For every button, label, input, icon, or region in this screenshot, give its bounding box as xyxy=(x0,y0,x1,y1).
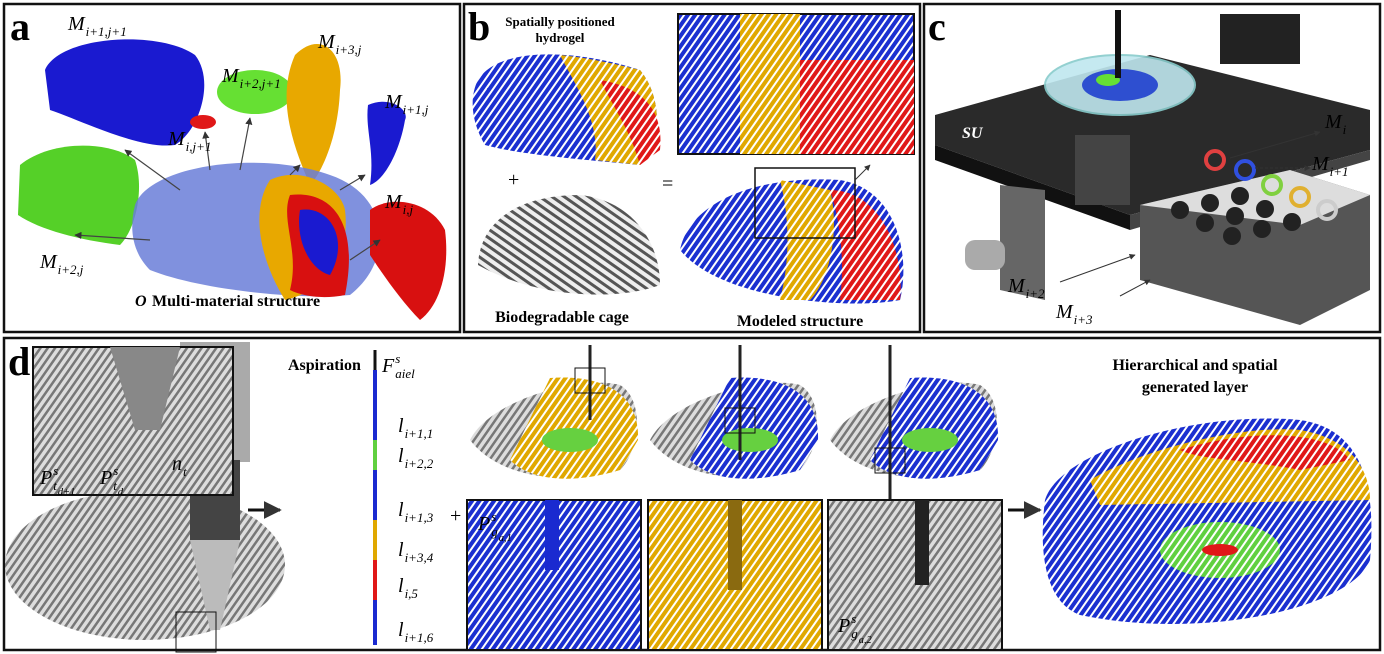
math-label-sub: i xyxy=(1343,122,1347,137)
caption: Hierarchical and spatial xyxy=(1112,357,1278,374)
math-label-subsub: d+1 xyxy=(58,487,75,498)
caption: Biodegradable cage xyxy=(495,309,629,326)
math-label-sub: t xyxy=(53,478,57,493)
math-label-sub: i,j+1 xyxy=(186,139,212,154)
caption: Aspiration xyxy=(288,357,361,374)
math-label-sub: i+2 xyxy=(1026,286,1045,301)
math-label: M xyxy=(1311,153,1330,175)
operator: + xyxy=(508,169,519,191)
math-label-subsub: a,1 xyxy=(499,533,512,544)
caption: Spatially positioned xyxy=(505,14,615,29)
panel-b-art xyxy=(473,14,914,303)
math-label-sub: i,j xyxy=(403,202,414,217)
math-label: M xyxy=(167,128,186,150)
math-label-sup: s xyxy=(395,351,400,366)
math-label-sub: i+3 xyxy=(1074,312,1093,327)
math-label: P xyxy=(39,467,52,489)
math-label: M xyxy=(384,191,403,213)
math-label-sub: i+1 xyxy=(1330,164,1349,179)
caption: Multi-material structure xyxy=(152,293,320,310)
math-label: n xyxy=(172,453,182,475)
layer-green xyxy=(902,428,958,452)
math-label-sub: i,5 xyxy=(405,586,419,601)
panel-letter: c xyxy=(928,4,946,49)
math-label-sub: i+2,2 xyxy=(405,456,434,471)
math-label-sub: t xyxy=(113,478,117,493)
math-label-subsub: a,2 xyxy=(859,635,872,646)
caption: Modeled structure xyxy=(737,313,863,330)
math-label: M xyxy=(39,251,58,273)
math-label-sub: i+2,j+1 xyxy=(240,76,281,91)
panel-letter: d xyxy=(8,339,30,384)
math-label: l xyxy=(398,415,404,437)
layer-green xyxy=(542,428,598,452)
math-label: M xyxy=(1007,275,1026,297)
math-label-subsub: d xyxy=(118,487,124,498)
math-label-sub: i+3,j xyxy=(336,42,362,57)
math-label: M xyxy=(384,91,403,113)
math-label-sub: aiel xyxy=(395,366,415,381)
math-label-sub: i+1,3 xyxy=(405,510,434,525)
math-label-sub: i+3,4 xyxy=(405,550,434,565)
math-label-sup: s xyxy=(113,463,118,478)
panel-letter: a xyxy=(10,4,30,49)
math-label-sub: i+2,j xyxy=(58,262,84,277)
math-label: P xyxy=(837,615,850,637)
caption: generated layer xyxy=(1142,379,1248,396)
math-label-sub: g xyxy=(851,626,858,641)
logo: SU xyxy=(962,125,984,142)
math-label-sub: i+1,1 xyxy=(405,426,434,441)
math-label-sup: s xyxy=(53,463,58,478)
math-label: l xyxy=(398,619,404,641)
math-label-sub: g xyxy=(491,524,498,539)
layer-green xyxy=(722,428,778,452)
math-label-sup: s xyxy=(851,611,856,626)
math-label-sub: i+1,j+1 xyxy=(86,24,127,39)
math-label: F xyxy=(381,355,395,377)
math-label: l xyxy=(398,575,404,597)
operator: + xyxy=(450,505,461,527)
math-label: P xyxy=(477,513,490,535)
math-label-sub: t xyxy=(183,464,187,479)
math-label: P xyxy=(99,467,112,489)
math-label-sub: i+1,j xyxy=(403,102,429,117)
math-label-sup: s xyxy=(491,509,496,524)
caption: hydrogel xyxy=(536,30,585,45)
math-label: l xyxy=(398,445,404,467)
math-label: M xyxy=(67,13,86,35)
panel-letter: b xyxy=(468,4,490,49)
math-label: M xyxy=(317,31,336,53)
figure: abcdMi+1,j+1Mi+2,j+1Mi+3,jMi+1,jMi,j+1Mi… xyxy=(0,0,1384,654)
math-label: l xyxy=(398,539,404,561)
math-label-sub: i+1,6 xyxy=(405,630,434,645)
math-label: M xyxy=(1324,111,1343,133)
operator: = xyxy=(662,173,673,195)
math-label: l xyxy=(398,499,404,521)
math-label: M xyxy=(1055,301,1074,323)
panel-c-art xyxy=(935,10,1370,325)
caption-symbol: O xyxy=(135,293,147,310)
math-label: M xyxy=(221,65,240,87)
